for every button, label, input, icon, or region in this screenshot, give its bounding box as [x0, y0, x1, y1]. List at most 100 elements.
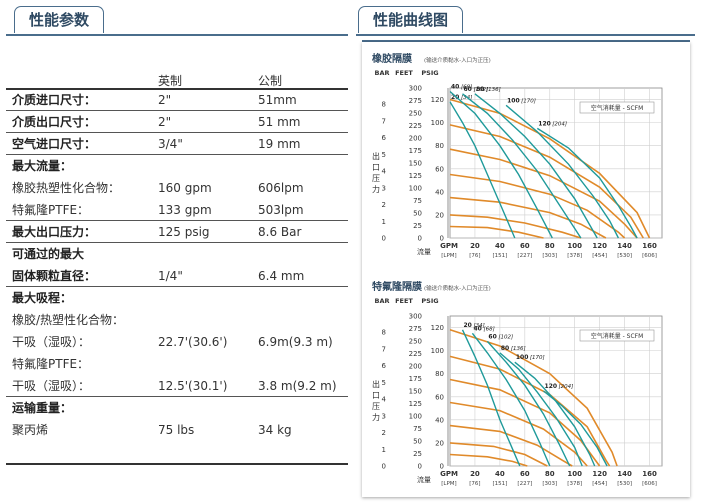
psig-tick-label: 120	[431, 324, 444, 332]
bar-tick-label: 5	[382, 151, 386, 159]
left-tab-bar: 性能参数	[6, 6, 348, 36]
spec-label: 最大出口压力：	[12, 225, 97, 239]
air-curve	[462, 93, 582, 239]
feet-tick-label: 25	[413, 450, 422, 458]
x-unit-lpm: [LPM]	[441, 481, 456, 487]
spec-label: 橡胶热塑性化合物：	[12, 181, 121, 195]
panel-top-edge	[362, 40, 690, 42]
x-tick-label: 40	[495, 470, 505, 478]
spec-label: 橡胶/热塑性化合物：	[12, 313, 125, 327]
feet-tick-label: 50	[413, 438, 422, 446]
table-divider	[6, 220, 348, 221]
table-divider	[6, 154, 348, 155]
feet-tick-label: 100	[409, 413, 422, 421]
header-imperial: 英制	[158, 74, 183, 88]
header-metric: 公制	[258, 74, 283, 88]
spec-label: 可通过的最大	[12, 247, 85, 261]
air-curve-label-lpm: [102]	[473, 87, 488, 93]
spec-label: 固体颗粒直径：	[12, 269, 97, 283]
x-tick-label: 60	[520, 242, 530, 250]
axis-header: FEET	[395, 297, 413, 305]
chart-subtitle: (输送介质黏水-入口为正压)	[424, 56, 491, 64]
legend-box	[579, 101, 655, 114]
air-curve-label: 60	[488, 333, 496, 340]
air-curve-label: 40	[451, 83, 459, 90]
air-curve-label-lpm: [170]	[530, 355, 545, 361]
axis-header: FEET	[395, 69, 413, 77]
bar-tick-label: 8	[382, 329, 386, 337]
air-curve-label-lpm: [34]	[473, 323, 484, 329]
y-axis-label: 出口压力	[372, 151, 381, 196]
spec-metric: 34 kg	[258, 423, 292, 437]
legend-box	[579, 329, 655, 342]
flow-curve	[449, 453, 528, 467]
feet-tick-label: 300	[409, 313, 422, 321]
x-tick-label-lpm: [151]	[492, 253, 507, 259]
bar-tick-label: 7	[382, 345, 386, 353]
x-tick-label-lpm: [378]	[567, 253, 582, 259]
spec-metric: 8.6 Bar	[258, 225, 302, 239]
x-axis-label: 流量	[417, 475, 431, 484]
spec-row: 可通过的最大	[12, 243, 348, 265]
spec-imperial: 1/4"	[158, 269, 183, 283]
bar-tick-label: 3	[382, 184, 386, 192]
air-curve	[536, 127, 638, 239]
chart-subtitle: (输送介质黏水-入口为正压)	[424, 284, 491, 292]
spec-label: 特氟隆PTFE：	[12, 357, 90, 371]
air-curve-label-lpm: [68]	[483, 326, 494, 332]
spec-row: 介质进口尺寸： 2" 51mm	[12, 89, 348, 111]
air-curve-label-lpm: [136]	[511, 346, 526, 352]
y-axis-label: 出口压力	[372, 379, 381, 424]
spec-row: 特氟隆PTFE： 133 gpm 503lpm	[12, 199, 348, 221]
x-unit-lpm: [LPM]	[441, 253, 456, 259]
tab-performance-curves[interactable]: 性能曲线图	[358, 6, 464, 33]
air-curve	[505, 104, 620, 239]
feet-tick-label: 225	[409, 350, 422, 358]
psig-tick-label: 80	[435, 142, 444, 150]
spec-imperial: 75 lbs	[158, 423, 195, 437]
spec-row: 空气进口尺寸： 3/4" 19 mm	[12, 133, 348, 155]
feet-tick-label: 275	[409, 325, 422, 333]
air-curve-label: 80	[476, 86, 484, 93]
chart-title: 橡胶隔膜	[372, 52, 412, 65]
feet-tick-label: 0	[418, 463, 422, 471]
x-tick-label-lpm: [227]	[517, 253, 532, 259]
x-tick-label: 60	[520, 470, 530, 478]
table-divider	[6, 396, 348, 397]
bar-tick-label: 0	[382, 235, 386, 243]
bar-tick-label: 1	[382, 446, 386, 454]
spec-imperial: 133 gpm	[158, 203, 212, 217]
air-curve-label: 100	[516, 354, 529, 361]
psig-tick-label: 60	[435, 165, 444, 173]
feet-tick-label: 75	[413, 197, 422, 205]
bar-tick-label: 0	[382, 463, 386, 471]
feet-tick-label: 200	[409, 363, 422, 371]
x-tick-label-lpm: [530]	[617, 253, 632, 259]
air-curve	[543, 390, 608, 467]
bar-tick-label: 2	[382, 429, 386, 437]
air-curve	[499, 352, 583, 467]
x-axis-label: 流量	[417, 247, 431, 256]
spec-label: 干吸（湿吸）：	[12, 335, 91, 349]
spec-row: 橡胶热塑性化合物： 160 gpm 606lpm	[12, 177, 348, 199]
x-tick-label-lpm: [454]	[592, 253, 607, 259]
table-divider	[6, 88, 348, 90]
x-tick-label: 160	[642, 470, 657, 478]
spec-label: 特氟隆PTFE：	[12, 203, 90, 217]
axis-header: BAR	[375, 69, 390, 77]
x-tick-label-lpm: [606]	[642, 481, 657, 487]
tab-performance-parameters[interactable]: 性能参数	[14, 6, 105, 33]
air-curve	[486, 340, 571, 467]
air-curve	[449, 90, 553, 239]
x-tick-label-lpm: [378]	[567, 481, 582, 487]
bar-tick-label: 5	[382, 379, 386, 387]
x-tick-label: 20	[470, 242, 480, 250]
bar-tick-label: 4	[382, 396, 387, 404]
spec-row: 固体颗粒直径： 1/4" 6.4 mm	[12, 265, 348, 287]
spec-imperial: 160 gpm	[158, 181, 212, 195]
air-curve-label: 120	[545, 383, 558, 390]
feet-tick-label: 125	[409, 400, 422, 408]
psig-tick-label: 20	[435, 211, 444, 219]
flow-curve	[449, 442, 548, 467]
performance-curves-svg: 橡胶隔膜 (输送介质黏水-入口为正压)BAR FEET PSIG02040608010…	[372, 52, 663, 487]
